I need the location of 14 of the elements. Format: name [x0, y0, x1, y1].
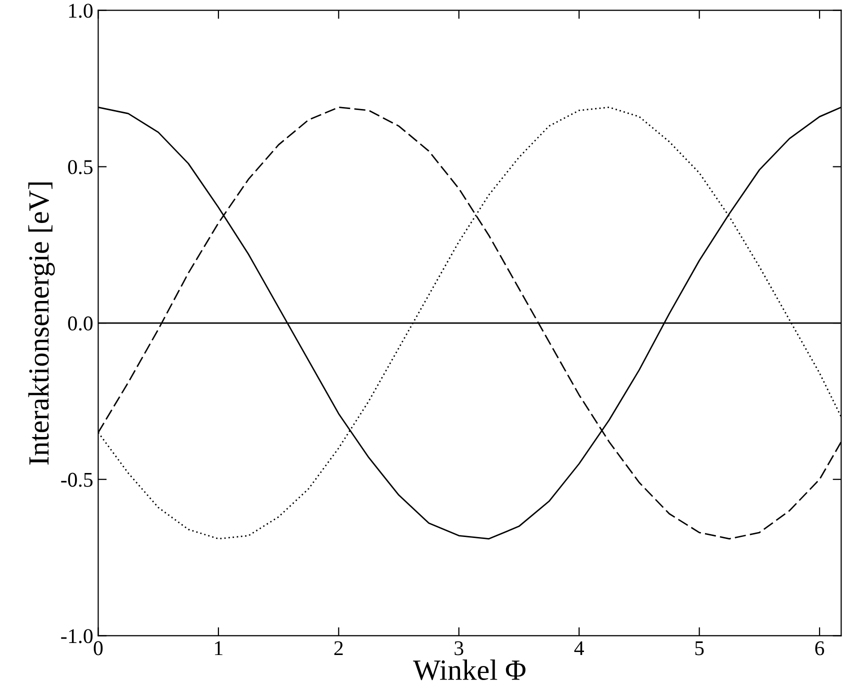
x-tick-label: 1	[215, 641, 222, 656]
y-tick-label: -1.0	[61, 629, 93, 644]
x-axis-title: Winkel Φ	[413, 659, 526, 680]
x-tick-label: 4	[574, 641, 584, 656]
y-tick-label: 0.0	[68, 316, 93, 331]
y-axis-title: Interaktionsenergie [eV]	[28, 182, 55, 465]
x-tick-label: 0	[94, 641, 103, 656]
x-tick-label: 2	[334, 641, 343, 656]
x-tick-label: 5	[695, 641, 704, 656]
x-tick-label: 3	[454, 641, 464, 656]
y-tick-label: -0.5	[61, 472, 93, 487]
y-tick-label: 1.0	[69, 4, 93, 18]
y-tick-label: 0.5	[68, 160, 93, 174]
x-tick-label: 6	[815, 641, 824, 656]
